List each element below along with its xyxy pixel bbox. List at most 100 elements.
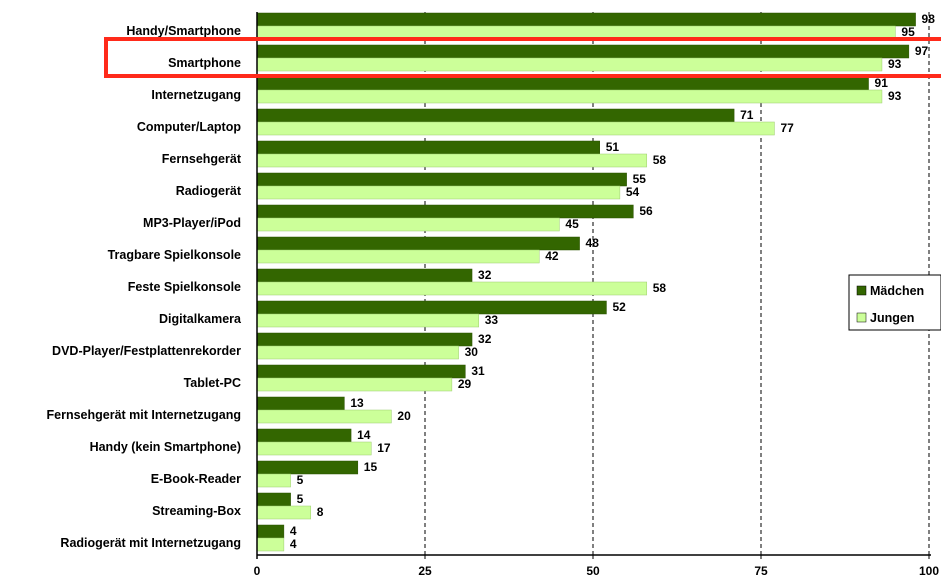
value-label: 33: [485, 313, 499, 327]
bar-maedchen: [256, 44, 910, 59]
bar-jungen: [256, 409, 392, 424]
category-label: Handy/Smartphone: [126, 24, 241, 38]
x-tick-labels: 0 25 50 75 100: [254, 564, 940, 578]
x-tick-label: 25: [418, 564, 432, 578]
value-label: 97: [915, 44, 929, 58]
value-label: 51: [606, 140, 620, 154]
bar-jungen: [256, 281, 648, 296]
bar-jungen: [256, 121, 775, 136]
bar-maedchen: [256, 140, 600, 155]
category-label: Feste Spielkonsole: [128, 280, 241, 294]
value-label: 30: [465, 345, 479, 359]
category-label: Radiogerät: [176, 184, 242, 198]
value-label: 17: [377, 441, 391, 455]
value-label: 8: [317, 505, 324, 519]
category-label: E-Book-Reader: [151, 472, 241, 486]
bar-jungen: [256, 441, 372, 456]
x-tick-label: 100: [919, 564, 939, 578]
bar-jungen: [256, 377, 453, 392]
bar-jungen: [256, 313, 480, 328]
x-tick-label: 0: [254, 564, 261, 578]
bar-maedchen: [256, 268, 473, 283]
bar-maedchen: [256, 108, 735, 123]
value-label: 5: [297, 473, 304, 487]
bar-jungen: [256, 249, 540, 264]
axes: [256, 12, 931, 559]
value-labels: 9895979391937177515855545645484232585233…: [290, 12, 935, 551]
bar-maedchen: [256, 524, 285, 539]
category-label: Smartphone: [168, 56, 241, 70]
category-label: MP3-Player/iPod: [143, 216, 241, 230]
highlight-box: [104, 37, 941, 78]
value-label: 14: [357, 428, 371, 442]
category-label: Streaming-Box: [152, 504, 241, 518]
bar-maedchen: [256, 396, 345, 411]
bar-jungen: [256, 57, 883, 72]
legend: Mädchen Jungen: [848, 274, 941, 331]
category-label: Handy (kein Smartphone): [90, 440, 241, 454]
x-tick-label: 50: [586, 564, 600, 578]
value-label: 93: [888, 57, 902, 71]
bars: [256, 12, 916, 552]
value-label: 48: [586, 236, 600, 250]
bar-jungen: [256, 473, 291, 488]
category-labels: Handy/Smartphone Smartphone Internetzugang…: [47, 24, 243, 550]
category-label: Fernsehgerät mit Internetzugang: [47, 408, 241, 422]
bar-jungen: [256, 89, 883, 104]
value-label: 15: [364, 460, 378, 474]
value-label: 58: [653, 281, 667, 295]
x-tick-label: 75: [754, 564, 768, 578]
bar-maedchen: [256, 364, 466, 379]
value-label: 98: [922, 12, 936, 26]
category-label: Computer/Laptop: [137, 120, 242, 134]
bar-jungen: [256, 217, 560, 232]
bar-maedchen: [256, 492, 291, 507]
bar-maedchen: [256, 76, 869, 91]
value-label: 42: [545, 249, 559, 263]
highlight-box-group: [104, 37, 941, 78]
category-label: Tablet-PC: [184, 376, 241, 390]
value-label: 31: [471, 364, 485, 378]
value-label: 32: [478, 268, 492, 282]
legend-label-maedchen: Mädchen: [870, 284, 924, 298]
bar-maedchen: [256, 12, 916, 27]
value-label: 4: [290, 537, 297, 551]
value-label: 29: [458, 377, 472, 391]
category-label: Internetzugang: [151, 88, 241, 102]
bar-maedchen: [256, 236, 580, 251]
category-label: DVD-Player/Festplattenrekorder: [52, 344, 241, 358]
bar-jungen: [256, 185, 621, 200]
bar-jungen: [256, 537, 285, 552]
bar-maedchen: [256, 332, 473, 347]
value-label: 4: [290, 524, 297, 538]
value-label: 55: [633, 172, 647, 186]
category-label: Fernsehgerät: [162, 152, 242, 166]
value-label: 77: [780, 121, 794, 135]
category-label: Digitalkamera: [159, 312, 242, 326]
value-label: 13: [350, 396, 364, 410]
value-label: 71: [740, 108, 754, 122]
bar-maedchen: [256, 300, 607, 315]
value-label: 32: [478, 332, 492, 346]
value-label: 56: [639, 204, 653, 218]
value-label: 91: [875, 76, 889, 90]
bar-jungen: [256, 153, 648, 168]
legend-swatch-maedchen: [856, 285, 867, 296]
value-label: 52: [612, 300, 626, 314]
bar-maedchen: [256, 172, 627, 187]
category-label: Tragbare Spielkonsole: [108, 248, 241, 262]
legend-swatch-jungen: [856, 312, 867, 323]
value-label: 20: [397, 409, 411, 423]
bar-maedchen: [256, 428, 352, 443]
legend-label-jungen: Jungen: [870, 311, 914, 325]
value-label: 95: [901, 25, 915, 39]
value-label: 5: [297, 492, 304, 506]
value-label: 54: [626, 185, 640, 199]
value-label: 45: [565, 217, 579, 231]
value-label: 93: [888, 89, 902, 103]
value-label: 58: [653, 153, 667, 167]
bar-jungen: [256, 505, 312, 520]
bar-jungen: [256, 345, 459, 360]
category-label: Radiogerät mit Internetzugang: [60, 536, 241, 550]
